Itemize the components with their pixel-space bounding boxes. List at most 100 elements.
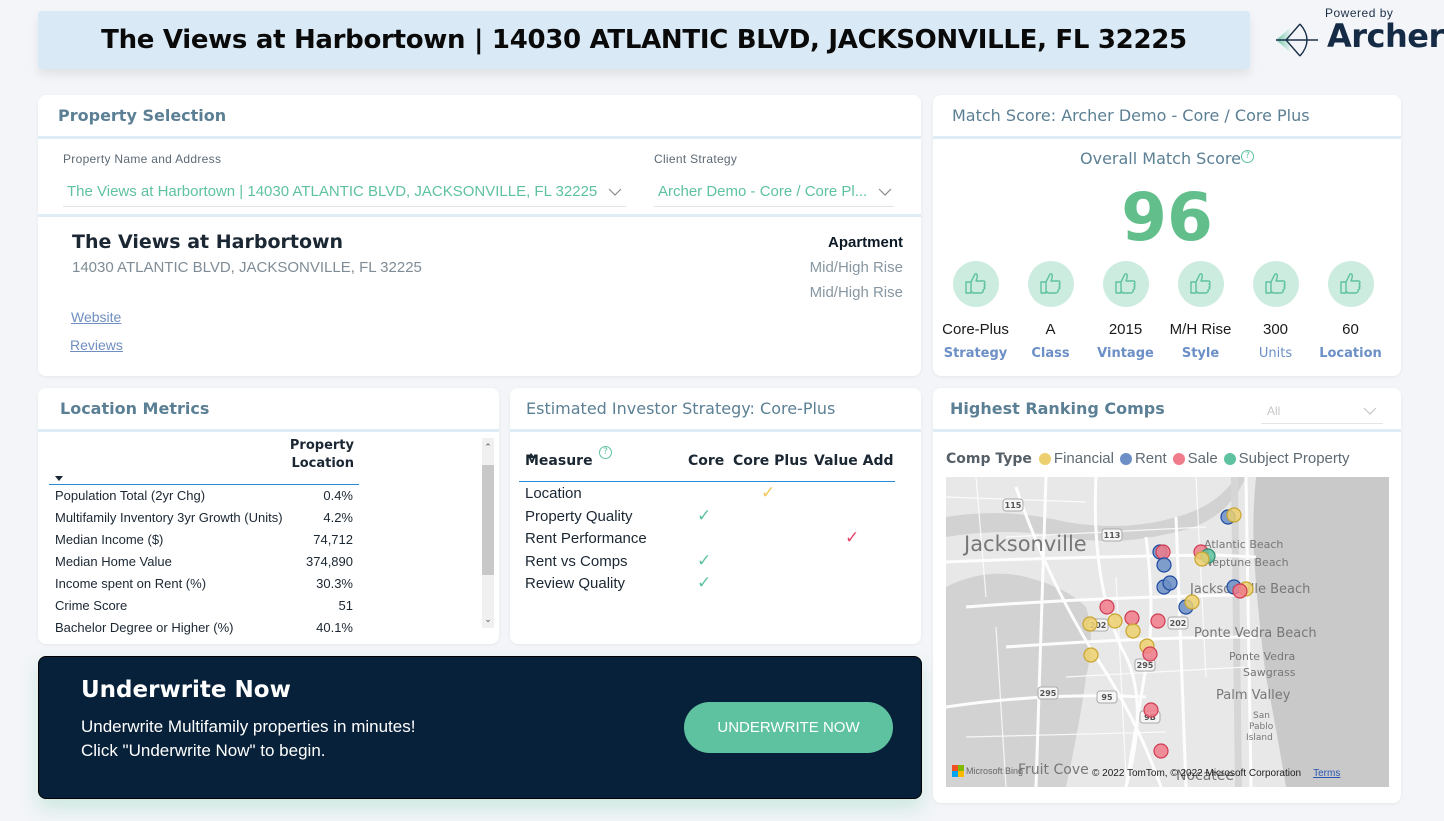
strategy-table: Measure ? Core Core Plus Value Add Locat… (519, 444, 895, 595)
criteria-list: Core-Plus Strategy A Class 2015 Vintage … (938, 261, 1398, 361)
chevron-down-icon (878, 188, 892, 196)
measure-name: Rent Performance (525, 530, 647, 547)
archer-bow-icon (1276, 23, 1318, 57)
table-row: Multifamily Inventory 3yr Growth (Units)… (49, 507, 359, 529)
comp-filter-dropdown[interactable]: All (1261, 398, 1383, 424)
criterion-value: A (1045, 321, 1056, 338)
legend-label: Financial (1053, 450, 1114, 467)
page-title: The Views at Harbortown | 14030 ATLANTIC… (101, 25, 1187, 55)
reviews-link[interactable]: Reviews (70, 337, 123, 353)
card-header: Estimated Investor Strategy: Core-Plus (510, 388, 921, 432)
attribution-text: © 2022 TomTom, © 2022 Microsoft Corporat… (1092, 768, 1302, 779)
underwrite-title: Underwrite Now (81, 677, 291, 703)
svg-text:Island: Island (1246, 733, 1273, 743)
property-selection-card: Property Selection Property Name and Add… (38, 95, 921, 376)
scrollbar-thumb[interactable] (482, 465, 494, 575)
overall-label-text: Overall Match Score (1080, 149, 1241, 168)
svg-text:Atlantic Beach: Atlantic Beach (1204, 538, 1283, 551)
help-icon[interactable]: ? (599, 446, 612, 459)
sort-descending-icon[interactable] (55, 476, 63, 481)
legend-label: Subject Property (1238, 450, 1350, 467)
svg-text:Fruit Cove: Fruit Cove (1018, 762, 1089, 778)
table-row: Review Quality ✓ (519, 572, 895, 595)
highest-ranking-comps-card: Highest Ranking Comps All Comp Type Fina… (933, 388, 1401, 803)
criterion-label: Location (1319, 346, 1382, 361)
metric-name: Population Total (2yr Chg) (55, 488, 206, 503)
help-icon[interactable]: ? (1240, 149, 1254, 163)
match-score-card: Match Score: Archer Demo - Core / Core P… (933, 95, 1401, 376)
underwrite-instruction: Click "Underwrite Now" to begin. (81, 741, 326, 760)
card-header: Highest Ranking Comps (933, 388, 1401, 432)
column-header-value-add[interactable]: Value Add (814, 453, 894, 469)
strategy-dropdown-value: Archer Demo - Core / Core Pl... (658, 183, 868, 200)
property-style-secondary: Mid/High Rise (809, 284, 903, 301)
table-row: Median Income ($) 74,712 (49, 529, 359, 551)
card-title: Property Selection (58, 106, 227, 125)
card-header: Match Score: Archer Demo - Core / Core P… (933, 95, 1401, 139)
investor-strategy-card: Estimated Investor Strategy: Core-Plus M… (510, 388, 921, 644)
column-header-property-location[interactable]: Property Location (290, 437, 354, 473)
table-row: Location ✓ (519, 482, 895, 505)
table-row: Population Total (2yr Chg) 0.4% (49, 485, 359, 507)
strategy-dropdown[interactable]: Archer Demo - Core / Core Pl... (654, 177, 894, 207)
legend-label: Rent (1134, 450, 1167, 467)
comp-type-legend: Comp Type Financial Rent Sale Subject Pr… (946, 450, 1356, 467)
table-row: Rent vs Comps ✓ (519, 550, 895, 573)
card-header: Property Selection (38, 95, 921, 139)
underwrite-now-button[interactable]: UNDERWRITE NOW (684, 702, 893, 753)
sort-ascending-icon[interactable] (527, 453, 535, 458)
comp-filter-value: All (1267, 403, 1281, 418)
measure-name: Location (525, 485, 582, 502)
property-dropdown[interactable]: The Views at Harbortown | 14030 ATLANTIC… (63, 177, 626, 207)
metric-value: 74,712 (313, 532, 353, 547)
microsoft-bing-logo: Microsoft Bing (952, 765, 1023, 777)
svg-text:Sawgrass: Sawgrass (1243, 666, 1296, 679)
scroll-down-icon[interactable]: ⌄ (484, 614, 492, 624)
legend-title: Comp Type (946, 450, 1032, 467)
card-title: Estimated Investor Strategy: Core-Plus (526, 399, 836, 418)
location-metrics-table: Property Location Population Total (2yr … (49, 435, 359, 640)
vertical-scrollbar[interactable]: ⌃ ⌄ (482, 438, 494, 628)
property-dropdown-value: The Views at Harbortown | 14030 ATLANTIC… (67, 183, 598, 200)
svg-text:Jacksonville: Jacksonville (962, 532, 1087, 556)
selection-row: Property Name and Address The Views at H… (38, 139, 921, 217)
comps-map[interactable]: 115 113 202 202 295 295 95 9B Jacksonvil… (946, 477, 1389, 787)
property-style: Mid/High Rise (809, 259, 903, 276)
column-header-measure[interactable]: Measure (525, 453, 593, 469)
criterion-label: Style (1181, 346, 1220, 361)
archer-wordmark: Archer (1327, 17, 1444, 55)
overall-match-score-label: Overall Match Score? (933, 149, 1401, 168)
measure-name: Property Quality (525, 507, 633, 525)
scroll-up-icon[interactable]: ⌃ (484, 442, 492, 452)
criterion-style: M/H Rise Style (1163, 261, 1238, 361)
metric-name: Bachelor Degree or Higher (%) (55, 620, 234, 635)
metric-value: 374,890 (306, 554, 353, 569)
website-link[interactable]: Website (71, 309, 122, 325)
card-header: Location Metrics (38, 388, 499, 432)
route-shield: 115 (1005, 501, 1022, 510)
table-row: Bachelor Degree or Higher (%) 40.1% (49, 617, 359, 639)
property-type: Apartment (827, 234, 903, 251)
table-row: Median Home Value 374,890 (49, 551, 359, 573)
thumbs-up-icon (1327, 261, 1374, 307)
legend-item-rent[interactable]: Rent (1119, 450, 1167, 467)
card-title: Match Score: Archer Demo - Core / Core P… (952, 106, 1310, 125)
legend-item-sale[interactable]: Sale (1172, 450, 1218, 467)
card-title: Location Metrics (60, 399, 210, 418)
legend-item-financial[interactable]: Financial (1038, 450, 1114, 467)
terms-link[interactable]: Terms (1313, 768, 1341, 779)
card-title: Highest Ranking Comps (950, 399, 1165, 418)
strategy-field-label: Client Strategy (654, 152, 738, 166)
svg-text:Palm Valley: Palm Valley (1216, 688, 1291, 703)
table-header: Measure ? Core Core Plus Value Add (519, 444, 895, 482)
legend-item-subject-property[interactable]: Subject Property (1223, 450, 1350, 467)
property-address: 14030 ATLANTIC BLVD, JACKSONVILLE, FL 32… (72, 259, 422, 276)
column-header-core-plus[interactable]: Core Plus (733, 453, 808, 469)
svg-text:113: 113 (1104, 531, 1121, 540)
thumbs-up-icon (1102, 261, 1149, 307)
table-row: Rent Performance ✓ (519, 527, 895, 550)
svg-text:295: 295 (1137, 661, 1154, 670)
check-icon: ✓ (697, 573, 712, 592)
column-header-core[interactable]: Core (688, 453, 725, 469)
criterion-value: 2015 (1108, 321, 1143, 338)
